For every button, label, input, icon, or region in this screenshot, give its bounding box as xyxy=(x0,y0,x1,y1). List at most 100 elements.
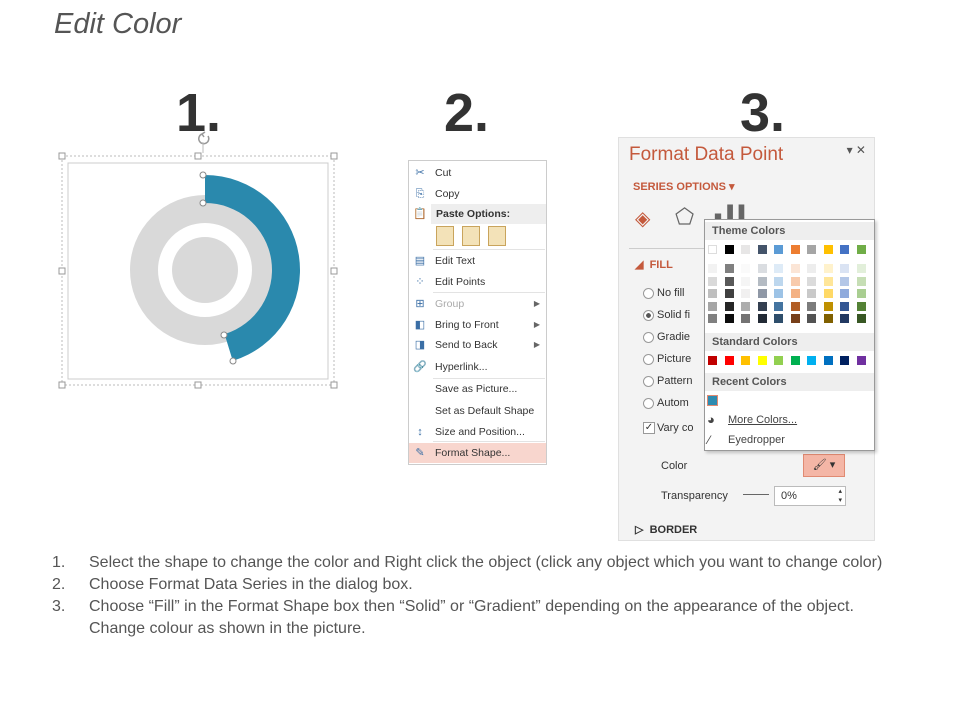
paste-keep-formatting-icon[interactable] xyxy=(436,226,454,246)
resize-handle[interactable] xyxy=(199,171,207,179)
theme-color-swatch[interactable] xyxy=(823,245,833,254)
resize-handle[interactable] xyxy=(229,357,237,365)
menu-item-bring-to-front[interactable]: Bring to Front ◧ ▶ xyxy=(409,315,546,335)
theme-shade-swatch[interactable] xyxy=(757,276,767,286)
fill-option-radio[interactable] xyxy=(643,376,654,387)
theme-shade-swatch[interactable] xyxy=(823,314,833,323)
series-options-dropdown[interactable]: SERIES OPTIONS ▾ xyxy=(633,181,735,193)
menu-item-size-and-position[interactable]: Size and Position... ↕ xyxy=(409,422,546,442)
resize-handle[interactable] xyxy=(220,331,228,339)
theme-shade-swatch[interactable] xyxy=(757,264,767,273)
fill-line-tab-icon[interactable]: ◈ xyxy=(635,208,651,230)
paste-destination-theme-icon[interactable] xyxy=(462,226,480,246)
theme-color-swatch[interactable] xyxy=(774,245,783,254)
theme-color-swatch[interactable] xyxy=(708,245,717,254)
theme-shade-swatch[interactable] xyxy=(708,264,717,273)
theme-shade-swatch[interactable] xyxy=(724,264,734,273)
menu-item-set-as-default-shape[interactable]: Set as Default Shape xyxy=(409,401,546,421)
menu-item-send-to-back[interactable]: Send to Back ◨ ▶ xyxy=(409,335,546,355)
menu-item-copy[interactable]: Copy ⎘ xyxy=(409,184,546,204)
fill-option-radio[interactable] xyxy=(643,398,654,409)
fill-option-radio[interactable] xyxy=(643,332,654,343)
menu-item-edit-text[interactable]: Edit Text ▤ xyxy=(409,251,546,271)
theme-shade-swatch[interactable] xyxy=(774,314,783,323)
theme-shade-swatch[interactable] xyxy=(840,276,849,286)
theme-shade-swatch[interactable] xyxy=(856,301,866,311)
panel-menu-chevron-icon[interactable]: ▾ ✕ xyxy=(846,143,866,157)
theme-color-swatch[interactable] xyxy=(741,245,750,254)
theme-shade-swatch[interactable] xyxy=(708,276,717,286)
menu-item-group[interactable]: Group ⊞ ▶ xyxy=(409,294,546,314)
more-colors-item[interactable]: More Colors... xyxy=(728,414,798,426)
theme-shade-swatch[interactable] xyxy=(724,276,734,286)
paste-picture-icon[interactable] xyxy=(488,226,506,246)
theme-shade-swatch[interactable] xyxy=(840,289,849,298)
standard-color-swatch[interactable] xyxy=(774,356,783,365)
resize-handle[interactable] xyxy=(199,199,207,207)
theme-shade-swatch[interactable] xyxy=(823,289,833,298)
theme-shade-swatch[interactable] xyxy=(807,264,816,273)
theme-shade-swatch[interactable] xyxy=(823,264,833,273)
standard-color-swatch[interactable] xyxy=(840,356,849,365)
theme-color-swatch[interactable] xyxy=(856,245,866,254)
theme-shade-swatch[interactable] xyxy=(790,314,800,323)
theme-shade-swatch[interactable] xyxy=(807,314,816,323)
standard-color-swatch[interactable] xyxy=(741,356,750,365)
transparency-slider[interactable] xyxy=(743,494,769,495)
vary-colors-checkbox[interactable]: ✓ xyxy=(643,422,655,434)
theme-color-swatch[interactable] xyxy=(757,245,767,254)
theme-shade-swatch[interactable] xyxy=(708,289,717,298)
theme-color-swatch[interactable] xyxy=(790,245,800,254)
theme-shade-swatch[interactable] xyxy=(807,276,816,286)
theme-shade-swatch[interactable] xyxy=(708,301,717,311)
standard-color-swatch[interactable] xyxy=(856,356,866,365)
theme-shade-swatch[interactable] xyxy=(757,301,767,311)
donut-chart[interactable] xyxy=(55,125,345,390)
theme-shade-swatch[interactable] xyxy=(724,314,734,323)
theme-shade-swatch[interactable] xyxy=(741,276,750,286)
theme-shade-swatch[interactable] xyxy=(774,264,783,273)
theme-shade-swatch[interactable] xyxy=(840,264,849,273)
theme-color-swatch[interactable] xyxy=(840,245,849,254)
theme-shade-swatch[interactable] xyxy=(840,301,849,311)
donut-selected-segment[interactable] xyxy=(205,175,301,361)
menu-item-save-as-picture[interactable]: Save as Picture... xyxy=(409,379,546,399)
donut-base-ring[interactable] xyxy=(130,195,280,345)
theme-shade-swatch[interactable] xyxy=(757,314,767,323)
menu-item-cut[interactable]: Cut ✂ xyxy=(409,163,546,183)
theme-shade-swatch[interactable] xyxy=(774,301,783,311)
eyedropper-item[interactable]: Eyedropper xyxy=(728,434,785,446)
theme-shade-swatch[interactable] xyxy=(856,264,866,273)
theme-shade-swatch[interactable] xyxy=(790,264,800,273)
theme-shade-swatch[interactable] xyxy=(741,264,750,273)
recent-color-swatch[interactable] xyxy=(707,395,718,406)
theme-shade-swatch[interactable] xyxy=(823,276,833,286)
standard-color-swatch[interactable] xyxy=(757,356,767,365)
theme-shade-swatch[interactable] xyxy=(856,314,866,323)
menu-item-edit-points[interactable]: Edit Points ⁘ xyxy=(409,272,546,292)
theme-shade-swatch[interactable] xyxy=(840,314,849,323)
fill-option-radio[interactable] xyxy=(643,310,654,321)
standard-color-swatch[interactable] xyxy=(790,356,800,365)
effects-tab-icon[interactable]: ⬠ xyxy=(675,204,695,229)
theme-shade-swatch[interactable] xyxy=(790,289,800,298)
theme-shade-swatch[interactable] xyxy=(823,301,833,311)
fill-option-radio[interactable] xyxy=(643,354,654,365)
theme-shade-swatch[interactable] xyxy=(790,276,800,286)
theme-shade-swatch[interactable] xyxy=(774,289,783,298)
series-options-tab-icon[interactable]: ▖▌▌ xyxy=(715,206,750,223)
theme-shade-swatch[interactable] xyxy=(724,301,734,311)
theme-shade-swatch[interactable] xyxy=(757,289,767,298)
standard-color-swatch[interactable] xyxy=(708,356,717,365)
fill-option-radio[interactable] xyxy=(643,288,654,299)
fill-section-toggle[interactable]: ◢ FILL xyxy=(635,259,673,271)
standard-color-swatch[interactable] xyxy=(823,356,833,365)
theme-shade-swatch[interactable] xyxy=(741,301,750,311)
transparency-input[interactable]: 0% ▴ ▾ xyxy=(774,486,846,506)
theme-shade-swatch[interactable] xyxy=(856,289,866,298)
theme-shade-swatch[interactable] xyxy=(708,314,717,323)
theme-shade-swatch[interactable] xyxy=(724,289,734,298)
theme-color-swatch[interactable] xyxy=(724,245,734,254)
theme-shade-swatch[interactable] xyxy=(741,289,750,298)
theme-shade-swatch[interactable] xyxy=(774,276,783,286)
